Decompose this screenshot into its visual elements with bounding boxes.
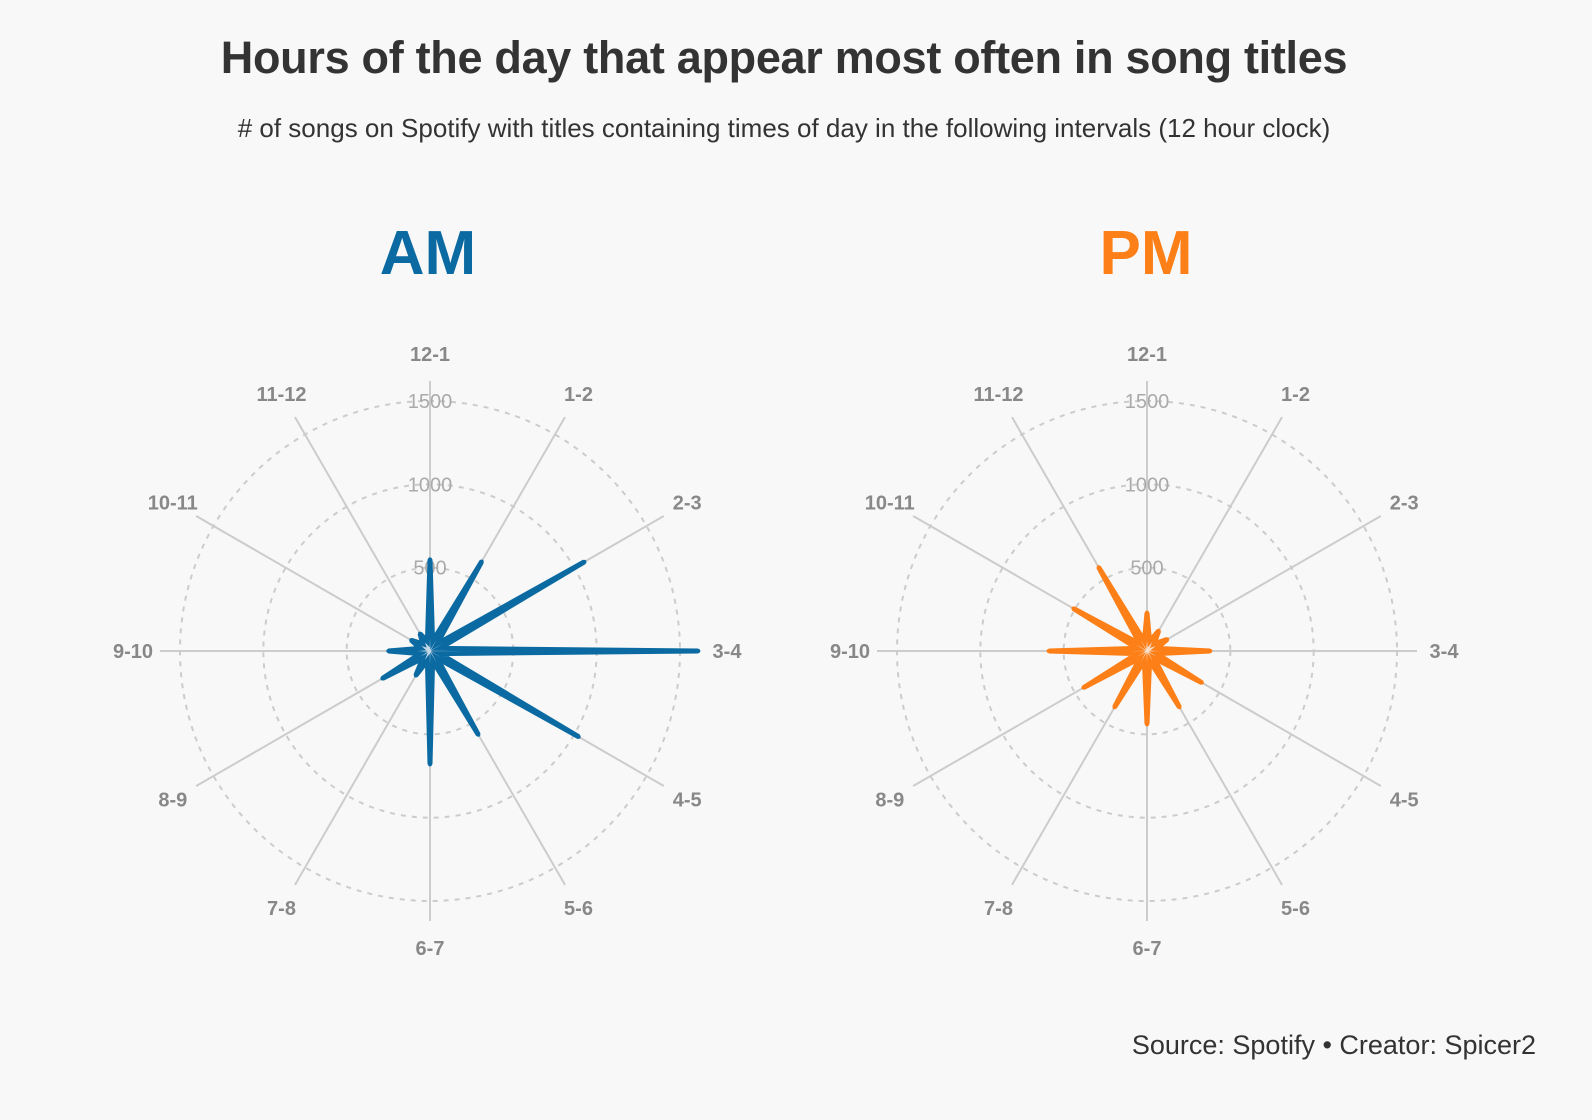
- am-category-label-10-11: 10-11: [148, 493, 198, 515]
- am-point-11-12: [418, 631, 422, 636]
- am-category-label-12-1: 12-1: [410, 344, 450, 366]
- am-point-9-10: [386, 649, 391, 653]
- pm-radial-tick-1500: 1500: [1125, 391, 1170, 413]
- pm-point-2-3: [1165, 637, 1170, 642]
- am-point-1-2: [479, 559, 484, 564]
- am-point-7-8: [413, 673, 418, 678]
- pm-category-label-6-7: 6-7: [1133, 938, 1162, 960]
- pm-point-12-1: [1145, 610, 1149, 615]
- am-spoke-7-8: [294, 650, 431, 886]
- pm-category-label-3-4: 3-4: [1430, 641, 1460, 663]
- pm-point-6-7: [1145, 722, 1149, 727]
- pm-category-label-9-10: 9-10: [830, 641, 870, 663]
- pm-point-3-4: [1208, 649, 1213, 653]
- pm-category-label-5-6: 5-6: [1281, 898, 1310, 920]
- am-panel-title: AM: [379, 219, 477, 288]
- am-data-star: [381, 559, 699, 765]
- am-point-5-6: [476, 732, 481, 737]
- am-radar-chart: 05001000150012-11-22-33-44-55-66-77-88-9…: [113, 344, 742, 960]
- am-point-12-1: [428, 557, 432, 562]
- am-radial-tick-1500: 1500: [408, 391, 453, 413]
- source-credit: Source: Spotify • Creator: Spicer2: [1131, 1030, 1536, 1060]
- pm-spoke-2-3: [1146, 515, 1382, 652]
- pm-point-5-6: [1177, 705, 1182, 710]
- pm-category-label-1-2: 1-2: [1281, 384, 1310, 406]
- am-point-2-3: [582, 559, 587, 564]
- am-point-3-4: [696, 649, 701, 653]
- pm-radial-tick-1000: 1000: [1125, 474, 1170, 496]
- chart-title: Hours of the day that appear most often …: [220, 32, 1348, 83]
- pm-category-label-4-5: 4-5: [1390, 790, 1419, 812]
- pm-category-label-7-8: 7-8: [984, 898, 1013, 920]
- am-point-4-5: [576, 734, 581, 739]
- pm-category-label-12-1: 12-1: [1127, 344, 1167, 366]
- pm-point-9-10: [1046, 649, 1051, 653]
- pm-panel-title: PM: [1099, 219, 1193, 288]
- am-category-label-3-4: 3-4: [713, 641, 743, 663]
- pm-radar-chart: 05001000150012-11-22-33-44-55-66-77-88-9…: [830, 344, 1459, 960]
- pm-spoke-1-2: [1146, 416, 1283, 652]
- am-category-label-11-12: 11-12: [256, 384, 306, 406]
- am-radial-tick-1000: 1000: [408, 474, 453, 496]
- pm-category-label-10-11: 10-11: [865, 493, 915, 515]
- pm-radial-tick-500: 500: [1130, 558, 1163, 580]
- am-category-label-2-3: 2-3: [673, 493, 702, 515]
- pm-category-label-2-3: 2-3: [1390, 493, 1419, 515]
- am-spoke-11-12: [294, 416, 431, 652]
- am-category-label-6-7: 6-7: [416, 938, 445, 960]
- pm-point-11-12: [1096, 565, 1101, 570]
- am-category-label-1-2: 1-2: [564, 384, 593, 406]
- am-point-6-7: [428, 762, 432, 767]
- am-category-label-8-9: 8-9: [158, 790, 187, 812]
- am-point-8-9: [380, 676, 385, 681]
- am-category-label-4-5: 4-5: [673, 790, 702, 812]
- pm-category-label-11-12: 11-12: [973, 384, 1023, 406]
- chart-subtitle: # of songs on Spotify with titles contai…: [237, 113, 1331, 143]
- pm-point-1-2: [1156, 628, 1161, 633]
- pm-category-label-8-9: 8-9: [875, 790, 904, 812]
- am-category-label-5-6: 5-6: [564, 898, 593, 920]
- am-category-label-9-10: 9-10: [113, 641, 153, 663]
- pm-point-7-8: [1112, 705, 1117, 710]
- am-spoke-10-11: [195, 515, 431, 652]
- pm-point-8-9: [1081, 685, 1086, 690]
- am-category-label-7-8: 7-8: [267, 898, 296, 920]
- am-point-10-11: [409, 638, 414, 643]
- pm-point-4-5: [1199, 680, 1204, 685]
- pm-data-star: [1048, 565, 1211, 725]
- pm-point-10-11: [1071, 606, 1076, 611]
